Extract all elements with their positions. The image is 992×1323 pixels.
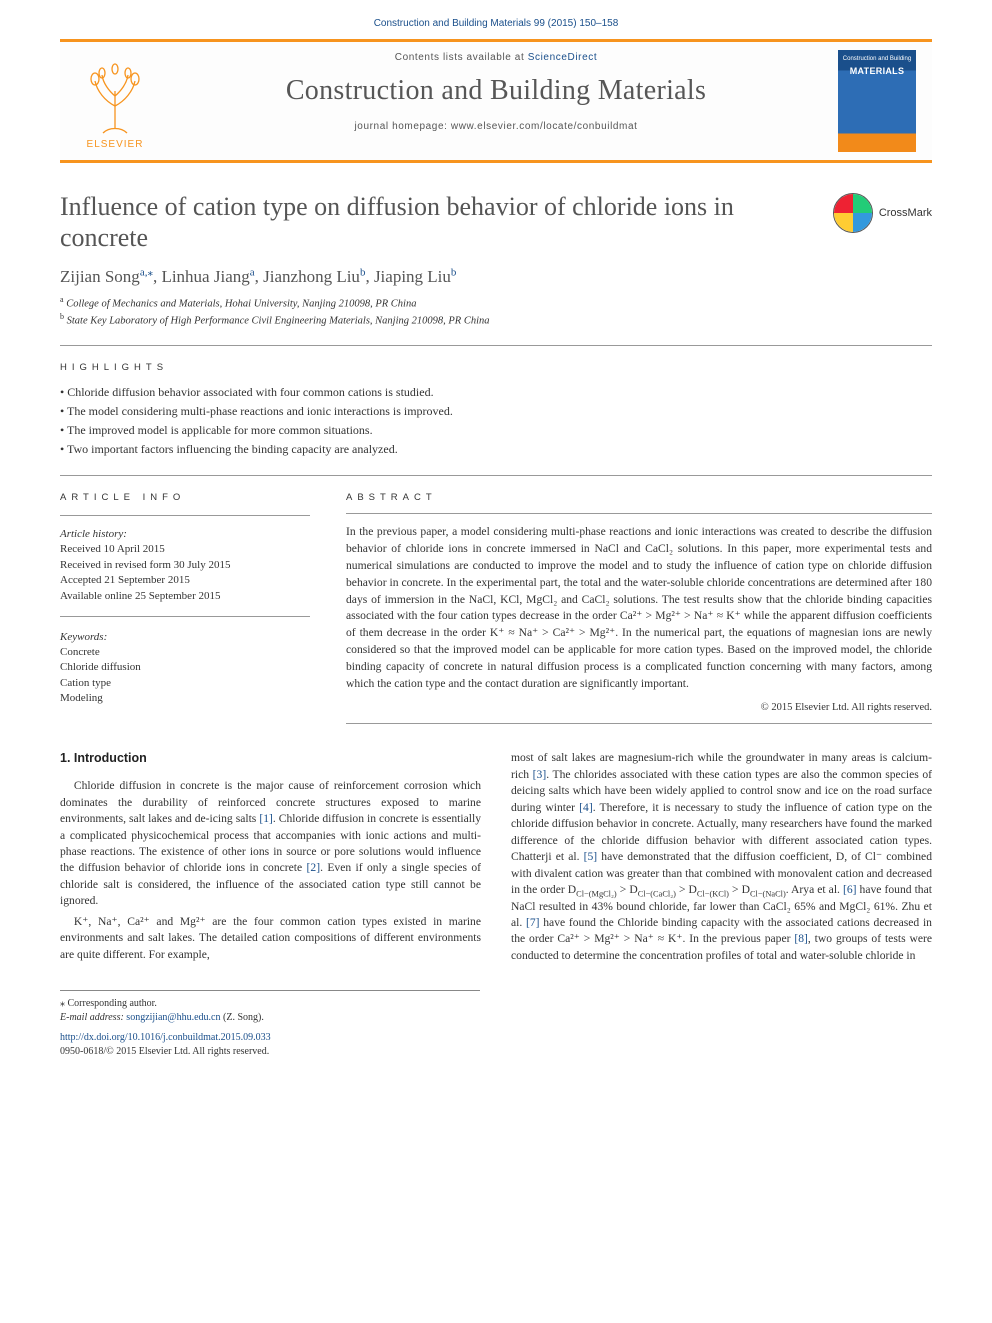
highlights-section: HIGHLIGHTS Chloride diffusion behavior a…	[60, 362, 932, 460]
ref-link[interactable]: [1]	[259, 812, 273, 825]
elsevier-tree-icon: ELSEVIER	[75, 51, 155, 151]
homepage-url[interactable]: www.elsevier.com/locate/conbuildmat	[451, 121, 638, 132]
issn-copyright-line: 0950-0618/© 2015 Elsevier Ltd. All right…	[60, 1045, 932, 1059]
journal-cover-thumb: Construction and Building MATERIALS	[838, 50, 916, 152]
keyword: Concrete	[60, 645, 310, 660]
affiliation-b: b State Key Laboratory of High Performan…	[60, 312, 932, 329]
doi-link[interactable]: http://dx.doi.org/10.1016/j.conbuildmat.…	[60, 1032, 271, 1043]
history-line: Accepted 21 September 2015	[60, 573, 310, 588]
history-line: Received in revised form 30 July 2015	[60, 558, 310, 573]
crossmark-label: CrossMark	[879, 207, 932, 219]
abstract-copyright: © 2015 Elsevier Ltd. All rights reserved…	[346, 702, 932, 713]
keyword: Modeling	[60, 691, 310, 706]
abstract-text: In the previous paper, a model consideri…	[346, 524, 932, 692]
ref-link[interactable]: [7]	[526, 916, 540, 929]
article-title: Influence of cation type on diffusion be…	[60, 191, 821, 253]
body-paragraph: most of salt lakes are magnesium-rich wh…	[511, 750, 932, 964]
masthead-center: Contents lists available at ScienceDirec…	[170, 42, 822, 160]
ref-link[interactable]: [3]	[533, 768, 547, 781]
aff-marker: a	[60, 295, 64, 304]
thumb-title-text: MATERIALS	[850, 67, 905, 77]
divider	[346, 513, 932, 514]
highlights-list: Chloride diffusion behavior associated w…	[60, 383, 932, 460]
history-head: Article history:	[60, 528, 310, 540]
abstract-label: ABSTRACT	[346, 492, 932, 503]
article-info-block: ARTICLE INFO Article history: Received 1…	[60, 492, 310, 724]
doi-block: http://dx.doi.org/10.1016/j.conbuildmat.…	[60, 1031, 932, 1059]
body-two-column: 1. Introduction Chloride diffusion in co…	[60, 750, 932, 967]
journal-homepage-line: journal homepage: www.elsevier.com/locat…	[178, 121, 814, 132]
highlight-item: The model considering multi-phase reacti…	[60, 402, 932, 421]
article-body: Influence of cation type on diffusion be…	[60, 163, 932, 968]
diff-sub: Cl−(MgCl₂)	[576, 889, 617, 898]
thumb-top-text: Construction and Building	[843, 56, 911, 63]
aff-marker: b	[60, 312, 64, 321]
aff-text: College of Mechanics and Materials, Hoha…	[66, 299, 416, 310]
title-row: Influence of cation type on diffusion be…	[60, 191, 932, 253]
journal-name: Construction and Building Materials	[178, 75, 814, 107]
body-text: K⁺, Na⁺, Ca²⁺ and Mg²⁺ are the four comm…	[60, 915, 481, 961]
highlight-item: Two important factors influencing the bi…	[60, 440, 932, 459]
body-text: > D	[617, 883, 638, 896]
ref-link[interactable]: [5]	[584, 850, 598, 863]
ref-link[interactable]: [6]	[843, 883, 857, 896]
history-lines: Received 10 April 2015 Received in revis…	[60, 542, 310, 604]
footnotes: Corresponding author. E-mail address: so…	[60, 990, 480, 1025]
homepage-prefix: journal homepage:	[354, 121, 450, 132]
journal-cover-cell: Construction and Building MATERIALS	[822, 42, 932, 160]
history-line: Available online 25 September 2015	[60, 589, 310, 604]
ref-link[interactable]: [2]	[307, 861, 321, 874]
aff-text: State Key Laboratory of High Performance…	[67, 316, 490, 327]
elsevier-logo-cell: ELSEVIER	[60, 42, 170, 160]
crossmark-icon	[833, 193, 873, 233]
email-address[interactable]: songzijian@hhu.edu.cn	[126, 1012, 220, 1023]
divider	[60, 345, 932, 346]
divider-short	[60, 515, 310, 516]
email-label: E-mail address:	[60, 1012, 126, 1023]
highlight-item: The improved model is applicable for mor…	[60, 421, 932, 440]
crossmark-widget[interactable]: CrossMark	[833, 193, 932, 233]
sciencedirect-link[interactable]: ScienceDirect	[528, 52, 598, 63]
email-who: (Z. Song).	[221, 1012, 264, 1023]
article-info-label: ARTICLE INFO	[60, 492, 310, 503]
page-citation: Construction and Building Materials 99 (…	[0, 0, 992, 39]
info-abstract-grid: ARTICLE INFO Article history: Received 1…	[60, 492, 932, 724]
affiliation-a: a College of Mechanics and Materials, Ho…	[60, 295, 932, 312]
highlights-label: HIGHLIGHTS	[60, 362, 932, 373]
ref-link[interactable]: [4]	[579, 801, 593, 814]
divider-short	[60, 616, 310, 617]
contents-prefix: Contents lists available at	[395, 52, 528, 63]
ref-link[interactable]: [8]	[794, 932, 808, 945]
diff-sub: Cl−(CaCl₂)	[638, 889, 676, 898]
diff-sub: Cl−(NaCl)	[750, 889, 786, 898]
affiliations: a College of Mechanics and Materials, Ho…	[60, 295, 932, 328]
keyword: Chloride diffusion	[60, 660, 310, 675]
history-line: Received 10 April 2015	[60, 542, 310, 557]
diff-sub: Cl−(KCl)	[697, 889, 729, 898]
body-text: > D	[676, 883, 697, 896]
masthead: ELSEVIER Contents lists available at Sci…	[60, 39, 932, 163]
divider	[60, 475, 932, 476]
body-paragraph: K⁺, Na⁺, Ca²⁺ and Mg²⁺ are the four comm…	[60, 914, 481, 963]
contents-available-line: Contents lists available at ScienceDirec…	[178, 52, 814, 63]
body-text: > D	[729, 883, 750, 896]
keywords-lines: Concrete Chloride diffusion Cation type …	[60, 645, 310, 707]
keyword: Cation type	[60, 676, 310, 691]
section-heading-intro: 1. Introduction	[60, 750, 481, 768]
body-paragraph: Chloride diffusion in concrete is the ma…	[60, 778, 481, 910]
elsevier-logo-text: ELSEVIER	[87, 139, 144, 150]
corresponding-author-note: Corresponding author.	[60, 997, 480, 1011]
email-line: E-mail address: songzijian@hhu.edu.cn (Z…	[60, 1011, 480, 1025]
divider	[346, 723, 932, 724]
abstract-block: ABSTRACT In the previous paper, a model …	[346, 492, 932, 724]
authors-line: Zijian Songa,⁎, Linhua Jianga, Jianzhong…	[60, 267, 932, 287]
highlight-item: Chloride diffusion behavior associated w…	[60, 383, 932, 402]
body-text: . Arya et al.	[786, 883, 843, 896]
keywords-head: Keywords:	[60, 631, 310, 643]
